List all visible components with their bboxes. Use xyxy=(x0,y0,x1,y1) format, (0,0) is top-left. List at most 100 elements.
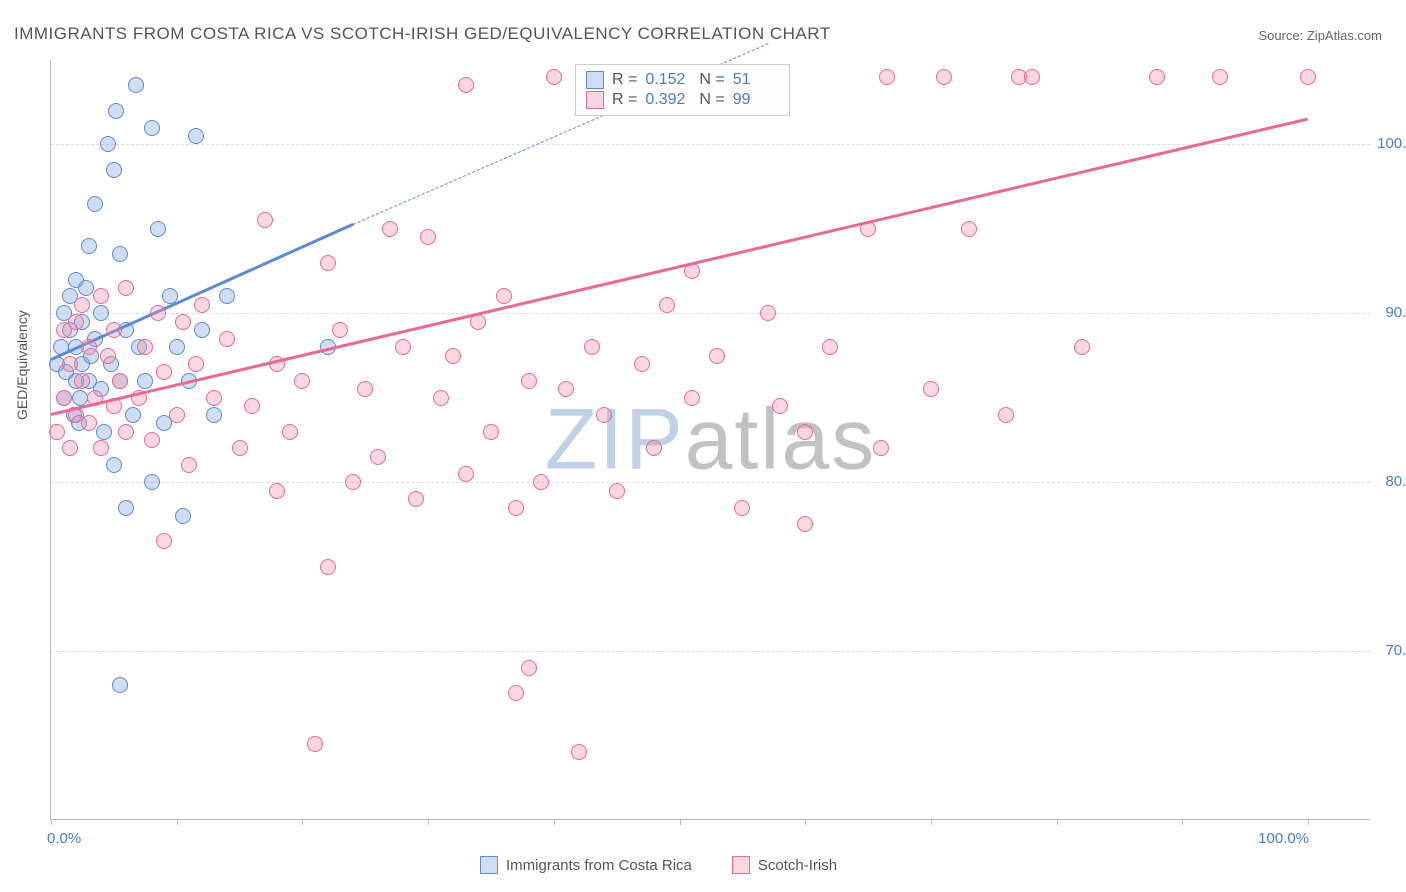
legend-label: Scotch-Irish xyxy=(758,857,837,874)
data-point xyxy=(923,381,939,397)
data-point xyxy=(1149,69,1165,85)
data-point xyxy=(144,120,160,136)
data-point xyxy=(320,255,336,271)
stat-N-value: 51 xyxy=(733,71,779,89)
data-point xyxy=(584,339,600,355)
data-point xyxy=(68,314,84,330)
gridline xyxy=(51,482,1370,483)
data-point xyxy=(873,440,889,456)
x-tick xyxy=(302,819,303,825)
data-point xyxy=(458,466,474,482)
data-point xyxy=(269,483,285,499)
data-point xyxy=(760,305,776,321)
data-point xyxy=(206,390,222,406)
x-tick xyxy=(554,819,555,825)
data-point xyxy=(62,440,78,456)
data-point xyxy=(533,474,549,490)
data-point xyxy=(1212,69,1228,85)
data-point xyxy=(458,77,474,93)
chart-title: IMMIGRANTS FROM COSTA RICA VS SCOTCH-IRI… xyxy=(14,24,831,44)
stat-R-label: R = xyxy=(612,71,637,89)
x-tick xyxy=(931,819,932,825)
data-point xyxy=(445,348,461,364)
data-point xyxy=(78,280,94,296)
x-tick xyxy=(680,819,681,825)
x-tick xyxy=(1057,819,1058,825)
data-point xyxy=(357,381,373,397)
data-point xyxy=(188,356,204,372)
source-prefix: Source: xyxy=(1258,28,1306,43)
data-point xyxy=(169,407,185,423)
data-point xyxy=(558,381,574,397)
data-point xyxy=(332,322,348,338)
data-point xyxy=(521,660,537,676)
data-point xyxy=(382,221,398,237)
data-point xyxy=(294,373,310,389)
x-tick xyxy=(1182,819,1183,825)
data-point xyxy=(106,457,122,473)
data-point xyxy=(1074,339,1090,355)
data-point xyxy=(483,424,499,440)
data-point xyxy=(244,398,260,414)
data-point xyxy=(521,373,537,389)
data-point xyxy=(112,246,128,262)
data-point xyxy=(137,339,153,355)
data-point xyxy=(150,221,166,237)
data-point xyxy=(879,69,895,85)
data-point xyxy=(797,424,813,440)
data-point xyxy=(684,390,700,406)
data-point xyxy=(219,288,235,304)
data-point xyxy=(822,339,838,355)
data-point xyxy=(282,424,298,440)
data-point xyxy=(125,407,141,423)
source-attribution: Source: ZipAtlas.com xyxy=(1258,28,1382,43)
data-point xyxy=(128,77,144,93)
x-tick xyxy=(1308,819,1309,825)
legend: Immigrants from Costa Rica Scotch-Irish xyxy=(480,856,837,874)
legend-swatch-icon xyxy=(480,856,498,874)
data-point xyxy=(62,356,78,372)
data-point xyxy=(169,339,185,355)
watermark: ZIPatlas xyxy=(545,390,876,489)
data-point xyxy=(659,297,675,313)
data-point xyxy=(194,322,210,338)
data-point xyxy=(546,69,562,85)
data-point xyxy=(118,500,134,516)
x-tick xyxy=(177,819,178,825)
data-point xyxy=(150,305,166,321)
watermark-zip: ZIP xyxy=(545,391,685,487)
stat-R-value: 0.152 xyxy=(645,71,691,89)
data-point xyxy=(609,483,625,499)
data-point xyxy=(118,280,134,296)
data-point xyxy=(106,322,122,338)
stat-N-label: N = xyxy=(699,91,724,109)
data-point xyxy=(433,390,449,406)
data-point xyxy=(108,103,124,119)
y-axis-label: GED/Equivalency xyxy=(14,310,30,420)
data-point xyxy=(257,212,273,228)
x-tick xyxy=(428,819,429,825)
data-point xyxy=(100,136,116,152)
data-point xyxy=(320,559,336,575)
legend-swatch-icon xyxy=(586,71,604,89)
data-point xyxy=(508,500,524,516)
trend-line xyxy=(51,118,1309,416)
stat-R-value: 0.392 xyxy=(645,91,691,109)
gridline xyxy=(51,651,1370,652)
data-point xyxy=(93,288,109,304)
data-point xyxy=(106,162,122,178)
data-point xyxy=(74,297,90,313)
legend-label: Immigrants from Costa Rica xyxy=(506,857,692,874)
data-point xyxy=(137,373,153,389)
data-point xyxy=(81,415,97,431)
data-point xyxy=(175,508,191,524)
stat-R-label: R = xyxy=(612,91,637,109)
stat-N-value: 99 xyxy=(733,91,779,109)
data-point xyxy=(709,348,725,364)
data-point xyxy=(1300,69,1316,85)
x-tick-label: 100.0% xyxy=(1258,830,1309,847)
data-point xyxy=(81,339,97,355)
data-point xyxy=(49,424,65,440)
stat-box: R =0.152N =51R =0.392N =99 xyxy=(575,64,790,116)
legend-swatch-icon xyxy=(586,91,604,109)
